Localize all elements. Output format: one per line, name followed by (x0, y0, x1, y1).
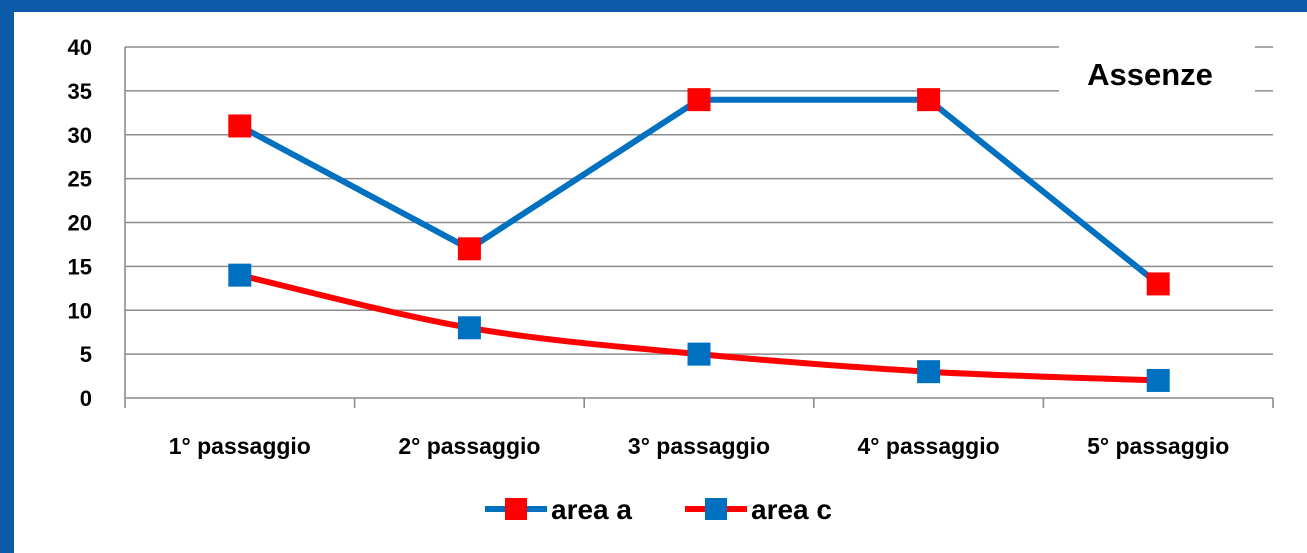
legend-label-2: area c (751, 494, 832, 525)
x-tick-label-1: 1° passaggio (169, 433, 311, 459)
legend: area a area c (485, 494, 832, 525)
y-tick-label-35: 35 (68, 79, 92, 104)
y-tick-label-0: 0 (80, 386, 92, 411)
y-tick-label-5: 5 (80, 342, 92, 367)
data-point-area-a-2 (457, 237, 481, 261)
legend-marker-2 (705, 498, 727, 520)
x-tick-label-5: 5° passaggio (1087, 433, 1229, 459)
y-tick-label-15: 15 (68, 254, 92, 279)
x-axis: 1° passaggio 2° passaggio 3° passaggio 4° p… (124, 397, 1274, 459)
data-point-area-a-1 (228, 114, 252, 138)
x-tick-label-4: 4° passaggio (858, 433, 1000, 459)
y-tick-label-10: 10 (68, 298, 92, 323)
data-point-area-a-3 (687, 88, 711, 112)
data-point-area-c-2 (457, 316, 481, 340)
y-axis: 0 5 10 15 20 25 30 35 40 (68, 35, 126, 411)
series-layer (228, 88, 1170, 392)
grid-lines (125, 46, 1273, 355)
data-point-area-a-5 (1146, 272, 1170, 296)
line-chart: 0 5 10 15 20 25 30 35 40 1° passaggio 2° passaggi… (68, 35, 1274, 525)
x-tick-label-3: 3° passaggio (628, 433, 770, 459)
legend-marker-1 (505, 498, 527, 520)
series-line-area-a (236, 96, 1162, 287)
data-point-area-c-1 (228, 263, 252, 287)
x-tick-label-2: 2° passaggio (398, 433, 540, 459)
data-point-area-c-4 (917, 360, 941, 384)
data-point-area-c-5 (1146, 368, 1170, 392)
y-tick-label-20: 20 (68, 211, 92, 236)
title-background (1059, 40, 1255, 98)
series-area-a (228, 88, 1170, 296)
y-tick-label-40: 40 (68, 35, 92, 60)
y-tick-label-25: 25 (68, 167, 92, 192)
data-point-area-a-4 (917, 88, 941, 112)
series-area-c (228, 263, 1170, 392)
y-tick-label-30: 30 (68, 123, 92, 148)
legend-label-1: area a (551, 494, 632, 525)
data-point-area-c-3 (687, 342, 711, 366)
chart-title: Assenze (1087, 57, 1213, 92)
